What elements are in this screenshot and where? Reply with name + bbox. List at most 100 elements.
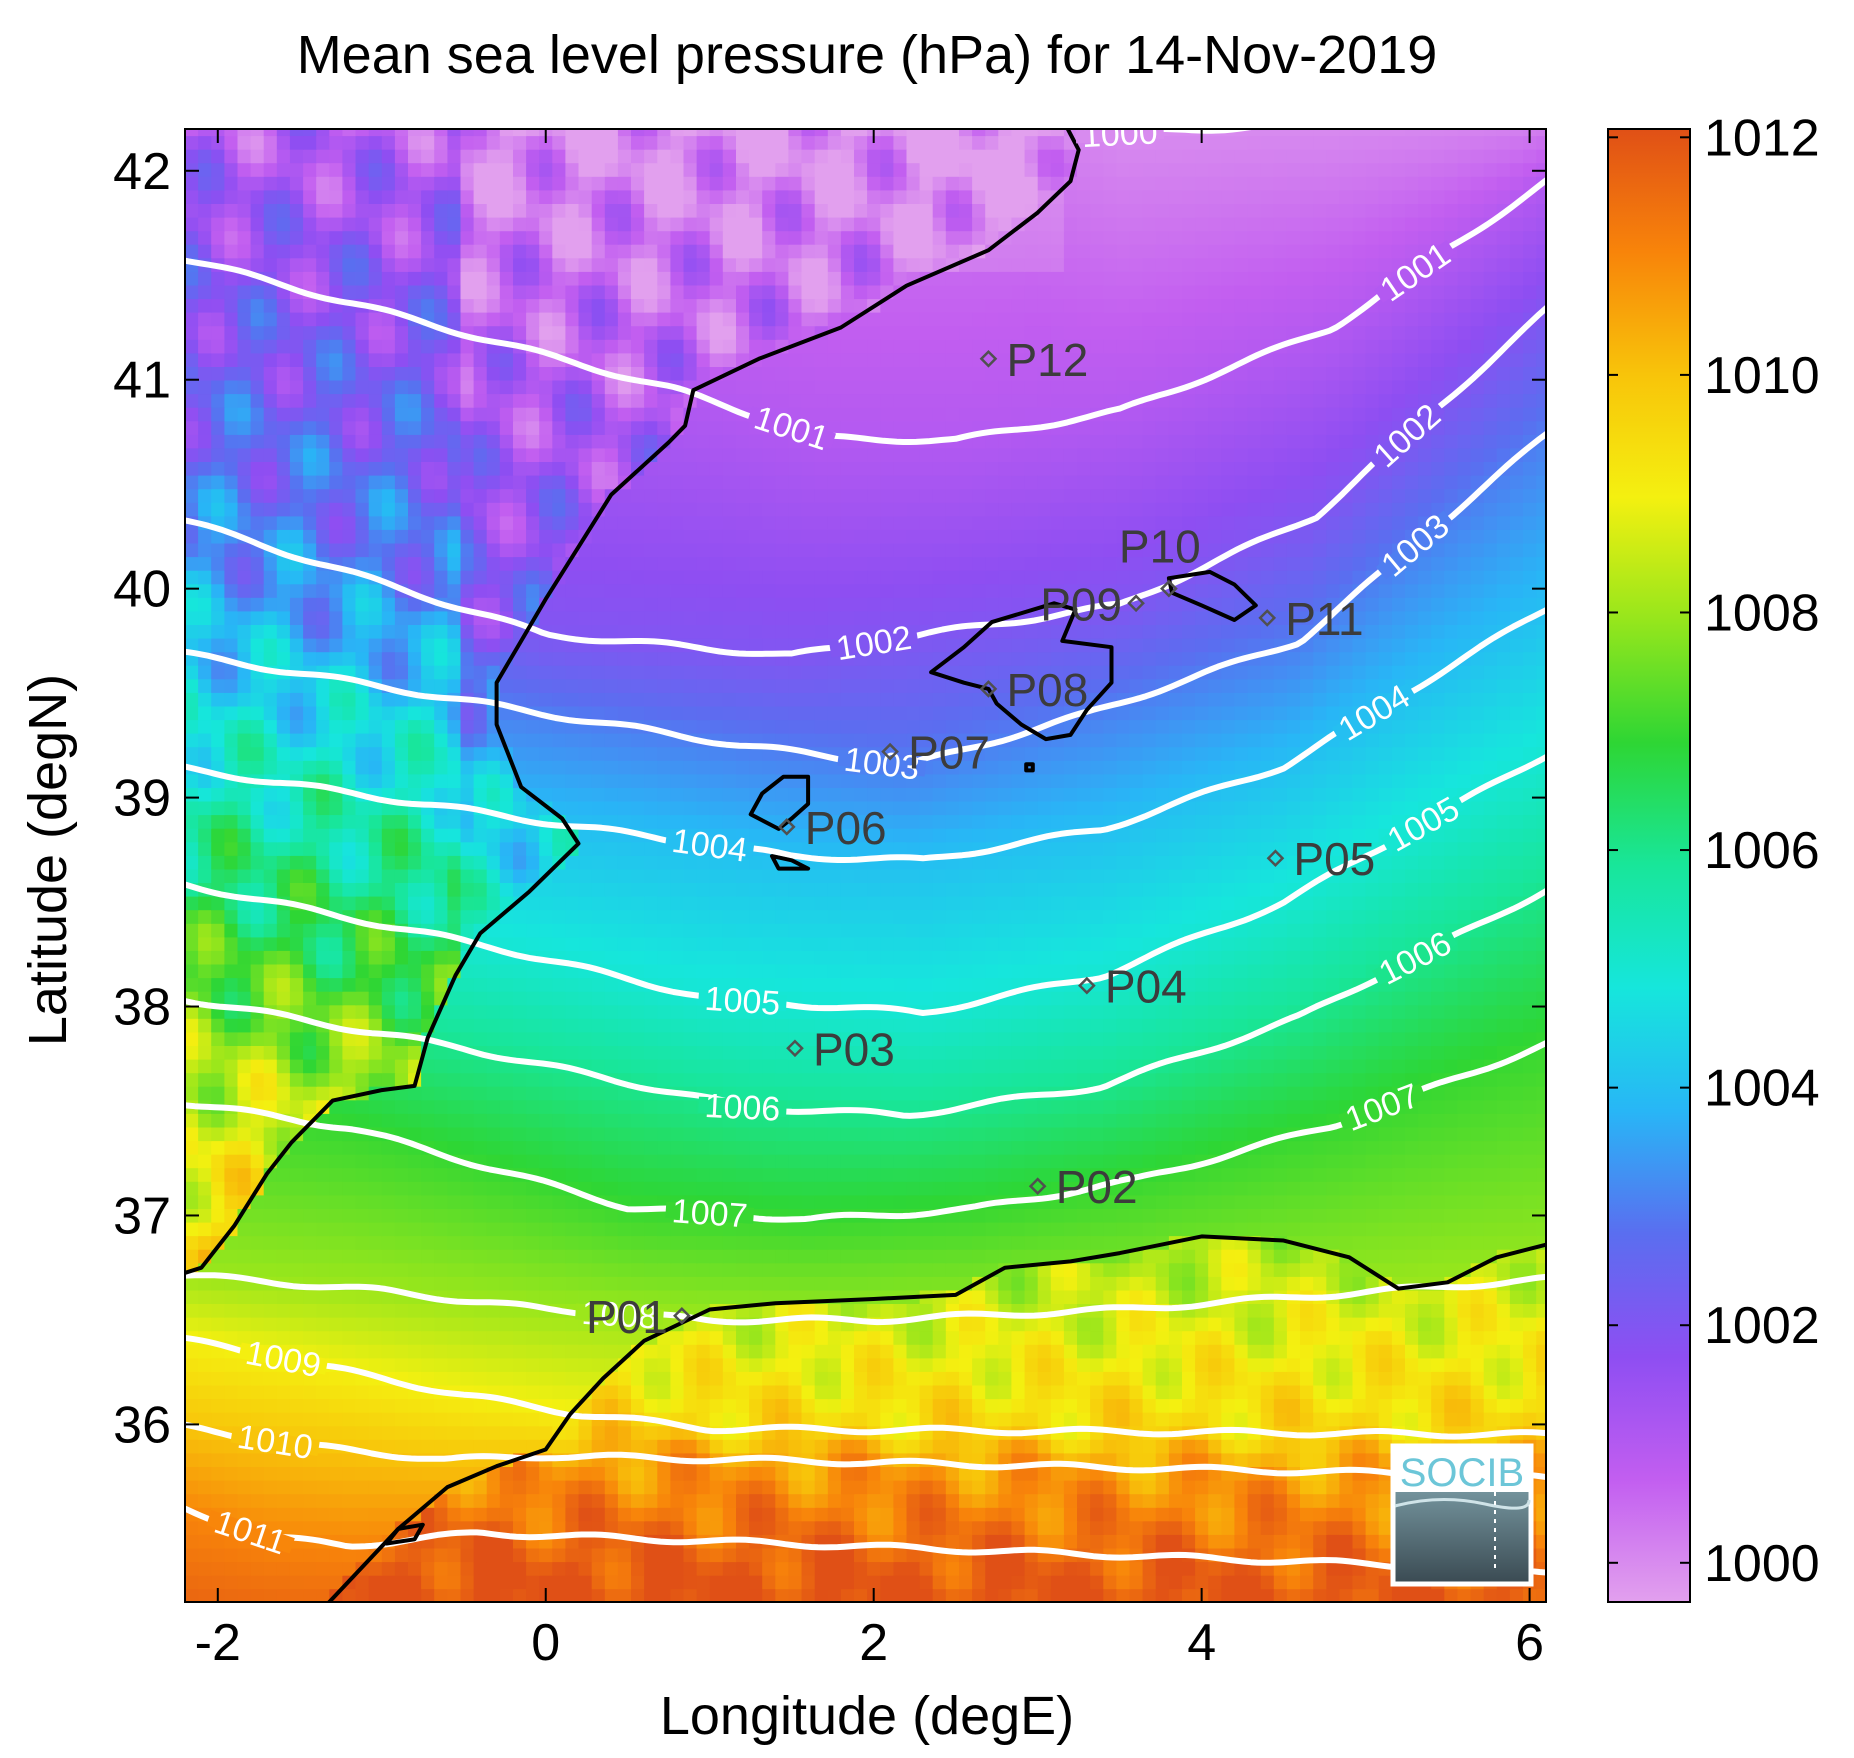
raster-cell bbox=[1391, 1303, 1406, 1318]
raster-cell bbox=[552, 1085, 567, 1101]
raster-cell bbox=[1496, 1221, 1511, 1237]
raster-cell bbox=[880, 1547, 895, 1563]
raster-cell bbox=[1103, 1452, 1118, 1467]
raster-cell bbox=[1273, 1371, 1288, 1386]
raster-cell bbox=[486, 977, 501, 992]
raster-cell bbox=[1260, 1058, 1275, 1074]
raster-cell bbox=[1129, 1316, 1144, 1332]
raster-cell bbox=[1431, 1248, 1446, 1264]
raster-cell bbox=[1509, 1357, 1524, 1372]
raster-cell bbox=[867, 1072, 881, 1087]
raster-cell bbox=[1260, 1153, 1275, 1169]
raster-cell bbox=[985, 1439, 1000, 1454]
raster-cell bbox=[1391, 1248, 1406, 1264]
raster-cell bbox=[578, 1316, 593, 1332]
raster-cell bbox=[867, 977, 881, 992]
raster-cell bbox=[1142, 1153, 1157, 1169]
raster-cell bbox=[617, 1289, 632, 1304]
raster-cell bbox=[854, 1398, 868, 1413]
raster-cell bbox=[250, 1479, 265, 1495]
raster-cell bbox=[893, 1167, 908, 1182]
raster-cell bbox=[1378, 1167, 1393, 1182]
raster-cell bbox=[1195, 1113, 1209, 1128]
raster-cell bbox=[709, 1561, 724, 1576]
raster-cell bbox=[578, 1208, 593, 1223]
raster-cell bbox=[1405, 1126, 1419, 1142]
raster-cell bbox=[1300, 1099, 1314, 1114]
raster-cell bbox=[513, 1181, 527, 1196]
raster-cell bbox=[355, 1493, 370, 1508]
raster-cell bbox=[1326, 1018, 1341, 1033]
raster-cell bbox=[1496, 1588, 1511, 1602]
raster-cell bbox=[617, 1561, 632, 1576]
raster-cell bbox=[959, 1439, 973, 1454]
raster-cell bbox=[1273, 1384, 1288, 1400]
raster-cell bbox=[1496, 1330, 1511, 1345]
raster-cell bbox=[1313, 1072, 1328, 1087]
raster-cell bbox=[670, 1289, 685, 1304]
raster-cell bbox=[1208, 1357, 1223, 1372]
raster-cell bbox=[513, 1289, 527, 1304]
raster-cell bbox=[276, 1058, 291, 1074]
raster-cell bbox=[237, 1221, 252, 1237]
raster-cell bbox=[578, 1574, 593, 1590]
raster-cell bbox=[893, 1140, 908, 1155]
raster-cell bbox=[1536, 1031, 1546, 1046]
raster-cell bbox=[329, 1140, 344, 1155]
raster-cell bbox=[1444, 1316, 1459, 1332]
raster-cell bbox=[434, 1167, 449, 1182]
raster-cell bbox=[1103, 1262, 1118, 1277]
raster-cell bbox=[1221, 1398, 1236, 1413]
raster-cell bbox=[775, 1479, 790, 1495]
raster-cell bbox=[1221, 1439, 1236, 1454]
raster-cell bbox=[1103, 1018, 1118, 1033]
raster-cell bbox=[1129, 1357, 1144, 1372]
raster-cell bbox=[1208, 1113, 1223, 1128]
raster-cell bbox=[263, 1452, 278, 1467]
raster-cell bbox=[1103, 990, 1118, 1006]
raster-cell bbox=[1326, 1506, 1341, 1522]
raster-cell bbox=[1142, 1357, 1157, 1372]
raster-cell bbox=[722, 1181, 737, 1196]
raster-cell bbox=[1457, 1194, 1472, 1209]
raster-cell bbox=[749, 1140, 763, 1155]
raster-cell bbox=[368, 1058, 383, 1074]
raster-cell bbox=[683, 1520, 698, 1535]
raster-cell bbox=[683, 1126, 698, 1142]
raster-cell bbox=[1536, 1126, 1546, 1142]
raster-cell bbox=[1300, 1574, 1314, 1590]
raster-cell bbox=[447, 1316, 462, 1332]
raster-cell bbox=[1444, 1371, 1459, 1386]
raster-cell bbox=[237, 1493, 252, 1508]
raster-cell bbox=[394, 977, 409, 992]
raster-cell bbox=[368, 1574, 383, 1590]
raster-cell bbox=[1405, 1588, 1419, 1602]
raster-cell bbox=[513, 1316, 527, 1332]
raster-cell bbox=[303, 1085, 317, 1101]
raster-cell bbox=[1300, 1140, 1314, 1155]
raster-cell bbox=[1155, 1208, 1170, 1223]
raster-cell bbox=[604, 1330, 619, 1345]
raster-cell bbox=[342, 1561, 357, 1576]
raster-cell bbox=[1300, 1262, 1314, 1277]
raster-cell bbox=[906, 1167, 921, 1182]
raster-cell bbox=[342, 1235, 357, 1250]
raster-cell bbox=[1365, 1181, 1380, 1196]
raster-cell bbox=[421, 1099, 435, 1114]
raster-cell bbox=[289, 1479, 304, 1495]
raster-cell bbox=[985, 1588, 1000, 1602]
raster-cell bbox=[499, 1031, 514, 1046]
raster-cell bbox=[1234, 1520, 1249, 1535]
raster-cell bbox=[513, 977, 527, 992]
raster-cell bbox=[1168, 1140, 1183, 1155]
raster-cell bbox=[211, 1221, 226, 1237]
raster-cell bbox=[1050, 1561, 1065, 1576]
raster-cell bbox=[670, 1140, 685, 1155]
raster-cell bbox=[526, 1506, 540, 1522]
raster-cell bbox=[526, 1140, 540, 1155]
raster-cell bbox=[1365, 1208, 1380, 1223]
raster-cell bbox=[250, 1113, 265, 1128]
raster-cell bbox=[1536, 963, 1546, 979]
raster-cell bbox=[1352, 1506, 1367, 1522]
raster-cell bbox=[1037, 1289, 1052, 1304]
